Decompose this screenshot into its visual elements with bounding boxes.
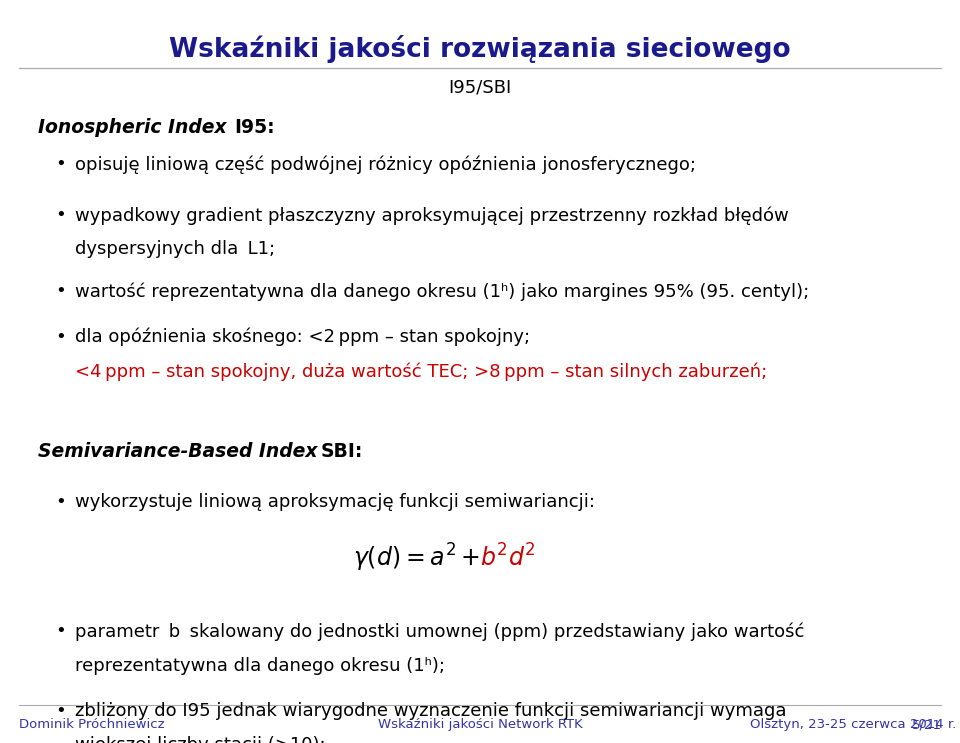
Text: •: • [55, 493, 65, 511]
Text: dyspersyjnych dla  L1;: dyspersyjnych dla L1; [75, 241, 276, 259]
Text: •: • [55, 702, 65, 720]
Text: •: • [55, 282, 65, 300]
Text: Wskaźniki jakości rozwiązania sieciowego: Wskaźniki jakości rozwiązania sieciowego [169, 35, 791, 63]
Text: $b^2d^2$: $b^2d^2$ [480, 544, 536, 571]
Text: •: • [55, 623, 65, 640]
Text: Dominik Próchniewicz: Dominik Próchniewicz [19, 718, 164, 731]
Text: •: • [55, 155, 65, 173]
Text: Olsztyn, 23-25 czerwca 2014 r.: Olsztyn, 23-25 czerwca 2014 r. [750, 718, 956, 731]
Text: <4 ppm – stan spokojny, duża wartość TEC; >8 ppm – stan silnych zaburzeń;: <4 ppm – stan spokojny, duża wartość TEC… [75, 362, 767, 380]
Text: $\gamma(d) = a^2 + $: $\gamma(d) = a^2 + $ [353, 542, 480, 574]
Text: większej liczby stacji (>10);: większej liczby stacji (>10); [75, 736, 325, 743]
Text: •: • [55, 207, 65, 224]
Text: SBI:: SBI: [321, 442, 364, 461]
Text: wartość reprezentatywna dla danego okresu (1ʰ) jako margines 95% (95. centyl);: wartość reprezentatywna dla danego okres… [75, 282, 809, 301]
Text: parametr  b  skalowany do jednostki umownej (ppm) przedstawiany jako wartość: parametr b skalowany do jednostki umowne… [75, 623, 804, 641]
Text: wykorzystuje liniową aproksymację funkcji semiwariancji:: wykorzystuje liniową aproksymację funkcj… [75, 493, 595, 511]
Text: I95/SBI: I95/SBI [448, 78, 512, 96]
Text: Semivariance-Based Index: Semivariance-Based Index [38, 442, 324, 461]
Text: 5/21: 5/21 [912, 718, 942, 731]
Text: zbliżony do I95 jednak wiarygodne wyznaczenie funkcji semiwariancji wymaga: zbliżony do I95 jednak wiarygodne wyznac… [75, 702, 786, 720]
Text: wypadkowy gradient płaszczyzny aproksymującej przestrzenny rozkład błędów: wypadkowy gradient płaszczyzny aproksymu… [75, 207, 789, 225]
Text: I95:: I95: [234, 118, 275, 137]
Text: dla opóźnienia skośnego: <2 ppm – stan spokojny;: dla opóźnienia skośnego: <2 ppm – stan s… [75, 328, 530, 346]
Text: •: • [55, 328, 65, 346]
Text: opisuję liniową część podwójnej różnicy opóźnienia jonosferycznego;: opisuję liniową część podwójnej różnicy … [75, 155, 696, 174]
Text: Ionospheric Index: Ionospheric Index [38, 118, 233, 137]
Text: Wskaźniki jakości Network RTK: Wskaźniki jakości Network RTK [377, 718, 583, 731]
Text: reprezentatywna dla danego okresu (1ʰ);: reprezentatywna dla danego okresu (1ʰ); [75, 657, 445, 675]
